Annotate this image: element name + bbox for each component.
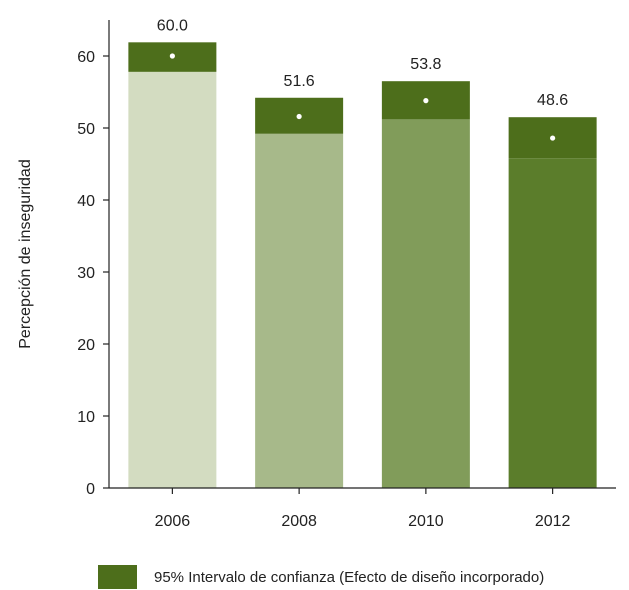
bars-layer: 60.0 51.6 53.8 48.6 — [128, 17, 597, 489]
bar-2006 — [128, 71, 217, 488]
data-label-2012: 48.6 — [537, 92, 568, 109]
y-tick-label: 30 — [77, 265, 95, 282]
x-tick-label: 2008 — [281, 513, 317, 530]
legend-label: 95% Intervalo de confianza (Efecto de di… — [154, 568, 545, 586]
bar-2012 — [508, 158, 597, 489]
y-tick-label: 60 — [77, 49, 95, 66]
x-tick-label: 2006 — [155, 513, 191, 530]
x-tick-label: 2010 — [408, 513, 444, 530]
data-label-2010: 53.8 — [410, 56, 441, 73]
legend-swatch — [98, 565, 137, 589]
point-estimate-2010 — [423, 98, 429, 104]
point-estimate-2006 — [169, 53, 175, 59]
point-estimate-2008 — [296, 113, 302, 120]
data-label-2006: 60.0 — [157, 17, 188, 34]
bar-2010 — [381, 119, 470, 489]
data-label-2008: 51.6 — [284, 73, 315, 90]
legend: 95% Intervalo de confianza (Efecto de di… — [98, 565, 544, 589]
y-axis-ticks: 0 10 20 30 40 50 60 — [77, 49, 109, 498]
y-tick-label: 10 — [77, 409, 95, 426]
y-tick-label: 40 — [77, 193, 95, 210]
point-estimate-2012 — [550, 135, 556, 141]
y-tick-label: 20 — [77, 337, 95, 354]
y-tick-label: 50 — [77, 121, 95, 138]
x-axis-ticks: 2006 2008 2010 2012 — [155, 488, 571, 530]
bar-2008 — [255, 133, 344, 488]
y-tick-label: 0 — [86, 481, 95, 498]
x-tick-label: 2012 — [535, 513, 571, 530]
y-axis-title: Percepción de inseguridad — [17, 159, 34, 348]
